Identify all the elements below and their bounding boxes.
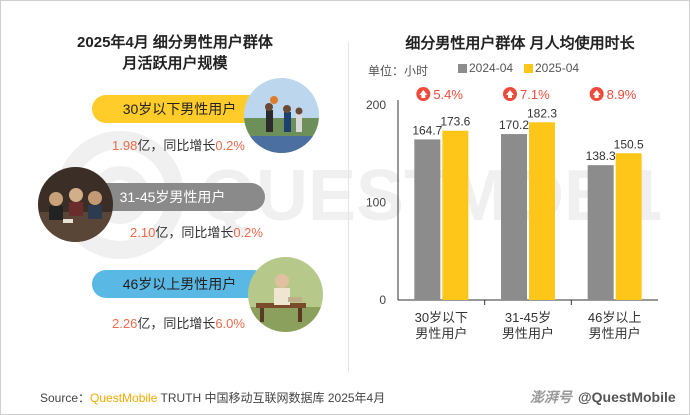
x-tick-label: 男性用户 [415,326,467,341]
group-stat-under-30: 1.98亿，同比增长0.2% [112,135,245,154]
mau-unit: 亿，同比增长 [155,225,234,240]
growth-value: 6.0% [215,316,245,331]
x-tick-label: 31-45岁 [505,310,551,325]
bar [414,139,441,300]
left-title-line1: 2025年4月 细分男性用户群体 [77,34,273,51]
unit-label: 单位：小时 [368,64,429,78]
growth-value: 0.2% [215,138,245,153]
credit-handle: @QuestMobile [578,389,676,405]
legend-swatch [458,64,467,73]
bar [615,153,642,300]
source-rest: TRUTH 中国移动互联网数据库 2025年4月 [157,391,386,405]
mau-value: 2.26 [112,316,138,331]
y-tick-label: 100 [366,196,386,210]
mau-unit: 亿，同比增长 [137,316,216,331]
bar [501,134,527,300]
legend-item-2025: 2025-04 [524,61,579,75]
source-note: Source：QuestMobile TRUTH 中国移动互联网数据库 2025… [40,389,385,406]
up-arrow-glyph [419,90,428,98]
group-pill-over-46: 46岁以上男性用户 [92,270,267,298]
group-stat-31-45: 2.10亿，同比增长0.2% [130,222,263,241]
mau-value: 1.98 [112,138,138,153]
source-brand: QuestMobile [90,391,158,405]
growth-value: 0.2% [233,225,263,240]
y-tick-label: 200 [366,98,386,112]
panel-divider [348,42,349,372]
bar [529,122,555,300]
bar [587,165,614,300]
mau-unit: 亿，同比增长 [137,138,216,153]
growth-label: 8.9% [607,87,637,102]
x-tick-label: 30岁以下 [415,310,468,325]
credit-logo: 澎湃号 [530,389,572,405]
group-pill-under-30: 30岁以下男性用户 [92,95,267,123]
up-arrow-glyph [592,90,601,98]
legend-label: 2025-04 [535,61,580,75]
legend-swatch [524,64,533,73]
x-tick-label: 男性用户 [589,326,641,341]
bar-value-label: 164.7 [412,123,442,137]
bar-value-label: 150.5 [614,137,644,151]
left-title-line2: 月活跃用户规模 [122,55,228,72]
credit: 澎湃号 @QuestMobile [530,387,676,407]
bar-value-label: 173.6 [440,115,470,129]
source-prefix: Source： [40,391,91,405]
bar-value-label: 170.2 [499,118,529,132]
y-tick-label: 0 [379,293,386,307]
legend-label: 2024-04 [469,61,514,75]
legend-item-2024: 2024-04 [458,61,513,75]
bar-value-label: 138.3 [586,149,616,163]
x-tick-label: 男性用户 [502,326,554,341]
up-arrow-glyph [506,90,514,98]
right-chart-title: 细分男性用户群体 月人均使用时长 [405,35,635,52]
mau-value: 2.10 [130,225,156,240]
growth-label: 5.4% [433,87,463,102]
bar-value-label: 182.3 [527,106,557,120]
group-stat-over-46: 2.26亿，同比增长6.0% [112,313,245,332]
left-chart-title: 2025年4月 细分男性用户群体 月活跃用户规模 [40,32,310,74]
growth-label: 7.1% [520,87,550,102]
x-tick-label: 46岁以上 [588,310,641,325]
bar [442,130,469,300]
